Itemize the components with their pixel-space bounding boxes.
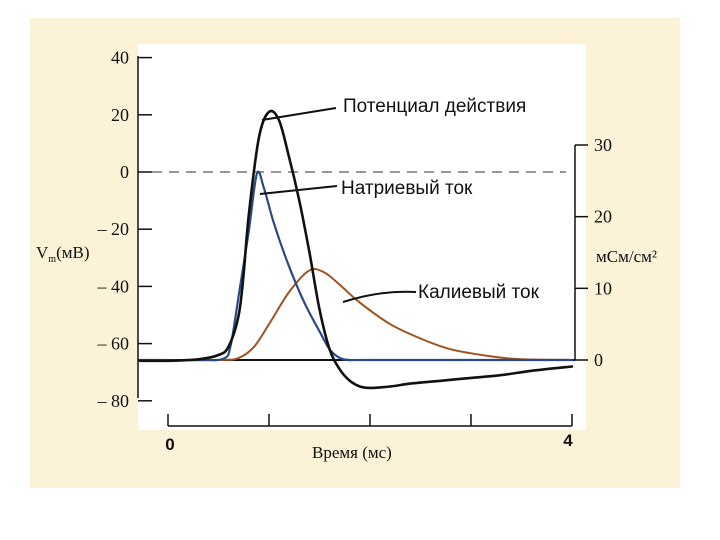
left-tick-label: 40	[111, 48, 129, 68]
left-tick-label: 0	[120, 162, 129, 182]
right-tick-label: 20	[594, 207, 612, 227]
left-tick-label: – 60	[97, 334, 130, 354]
series-layer	[138, 109, 574, 390]
annotation-potassium-current: Калиевый ток	[418, 282, 540, 303]
left-tick-label: – 80	[97, 391, 130, 411]
annotation-pointers	[259, 107, 417, 303]
pointer-sodium-current	[259, 185, 338, 195]
x-tick-label: 4	[563, 431, 573, 450]
left-tick-label: 20	[111, 105, 129, 125]
left-axis-ticks: 40 20 0 – 20 – 40 – 60 – 80	[97, 48, 152, 411]
right-tick-label: 10	[594, 278, 612, 298]
right-tick-label: 30	[594, 135, 612, 155]
left-tick-label: – 40	[97, 276, 130, 296]
left-axis-title-unit: (мВ)	[56, 243, 89, 262]
right-tick-label: 0	[594, 350, 603, 370]
series-action-potential	[138, 109, 574, 390]
annotation-sodium-current: Натриевый ток	[341, 178, 473, 199]
pointer-action-potential	[261, 107, 337, 121]
left-axis-title-sub: m	[48, 254, 56, 265]
left-axis-title: Vm(мВ)	[36, 243, 89, 265]
series-sodium-current	[138, 170, 574, 362]
pointer-potassium-current	[342, 290, 417, 303]
plot-background	[138, 44, 586, 430]
left-tick-label: – 20	[97, 219, 130, 239]
left-axis-title-main: V	[36, 243, 49, 262]
x-axis-title: Время (мс)	[312, 443, 392, 462]
x-tick-label: 0	[165, 435, 174, 454]
annotation-action-potential: Потенциал действия	[343, 96, 526, 117]
right-axis-ticks: 30 20 10 0	[575, 135, 612, 370]
series-potassium-current	[139, 268, 573, 362]
right-axis-title: мСм/см²	[596, 247, 657, 266]
